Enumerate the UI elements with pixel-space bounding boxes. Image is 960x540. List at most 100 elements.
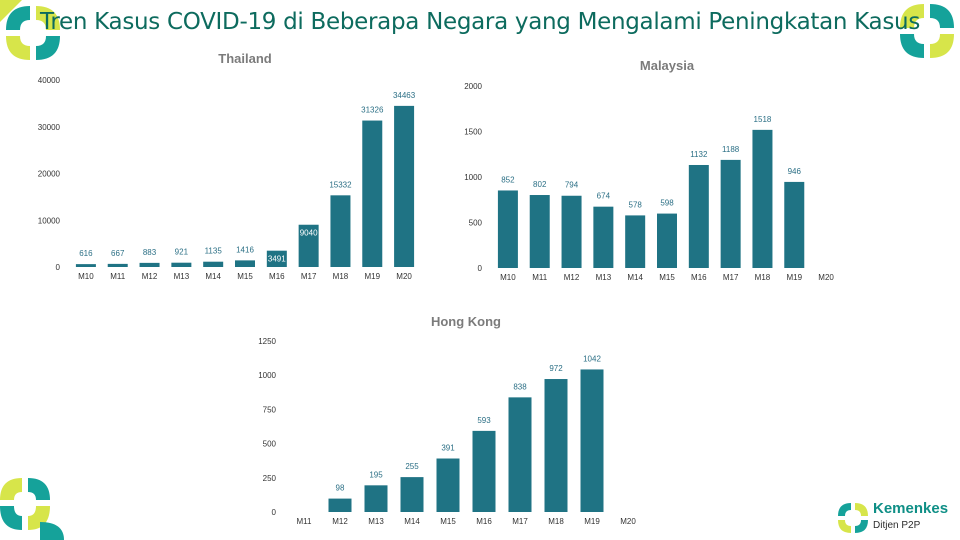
x-tick-label: M13: [174, 272, 190, 281]
data-label: 1518: [754, 115, 772, 124]
data-label: 3491: [268, 255, 286, 264]
data-label: 1132: [690, 150, 708, 159]
data-label: 593: [477, 416, 491, 425]
corner-logo-decoration-top-left: [0, 0, 60, 60]
logo-name: Kemenkes: [873, 500, 949, 517]
data-label: 972: [549, 364, 563, 373]
bar: [508, 397, 532, 512]
x-tick-label: M13: [368, 517, 384, 526]
data-label: 616: [79, 249, 93, 258]
bar: [544, 379, 568, 512]
x-tick-label: M19: [584, 517, 600, 526]
data-label: 802: [533, 180, 547, 189]
x-tick-label: M17: [301, 272, 317, 281]
y-tick-label: 10000: [38, 216, 61, 225]
data-label: 195: [369, 470, 383, 479]
kemenkes-logo: Kemenkes Ditjen P2P: [836, 498, 954, 538]
bar: [657, 213, 677, 268]
x-tick-label: M15: [659, 273, 675, 282]
x-tick-label: M20: [620, 517, 636, 526]
data-label: 667: [111, 249, 125, 258]
bar: [688, 164, 709, 268]
bar: [497, 190, 518, 268]
data-label: 921: [175, 248, 189, 257]
bar: [580, 369, 604, 512]
x-tick-label: M11: [110, 272, 126, 281]
y-tick-label: 1000: [258, 371, 276, 380]
data-label: 578: [629, 200, 643, 209]
y-tick-label: 1500: [464, 128, 482, 137]
data-label: 794: [565, 181, 579, 190]
y-tick-label: 500: [469, 219, 483, 228]
bar: [593, 206, 614, 268]
bar: [235, 260, 255, 267]
x-tick-label: M18: [548, 517, 564, 526]
x-tick-label: M19: [364, 272, 380, 281]
data-label: 98: [336, 484, 345, 493]
data-label: 946: [788, 167, 802, 176]
x-tick-label: M19: [786, 273, 802, 282]
bar: [328, 498, 352, 512]
bar: [203, 261, 224, 267]
x-tick-label: M12: [564, 273, 580, 282]
data-label: 674: [597, 192, 611, 201]
logo-subtitle: Ditjen P2P: [873, 520, 921, 531]
x-tick-label: M10: [500, 273, 516, 282]
y-tick-label: 0: [56, 263, 61, 272]
x-tick-label: M11: [532, 273, 548, 282]
data-label: 34463: [393, 91, 416, 100]
y-tick-label: 0: [478, 264, 483, 273]
data-label: 852: [501, 175, 515, 184]
x-tick-label: M17: [512, 517, 528, 526]
y-tick-label: 1000: [464, 173, 482, 182]
corner-logo-decoration-bottom-left: [0, 478, 64, 540]
data-label: 1188: [722, 145, 740, 154]
x-tick-label: M16: [476, 517, 492, 526]
bar: [75, 264, 96, 267]
bar: [436, 458, 460, 512]
y-tick-label: 500: [263, 440, 277, 449]
x-tick-label: M15: [237, 272, 253, 281]
bar: [330, 195, 351, 267]
data-label: 598: [660, 199, 674, 208]
bar: [561, 195, 582, 268]
bar: [400, 477, 424, 512]
corner-logo-decoration-top-right: [900, 4, 954, 58]
bar: [298, 224, 319, 267]
y-tick-label: 20000: [38, 170, 61, 179]
bar: [472, 430, 496, 512]
bar: [171, 262, 192, 267]
bar: [625, 215, 646, 268]
bar: [784, 181, 805, 268]
data-label: 1042: [583, 354, 601, 363]
chart-malaysia: Malaysia 0 500 1000 1500 2000 M10 M11 M12 M13 M14 M…: [462, 56, 847, 288]
x-tick-label: M12: [142, 272, 158, 281]
x-tick-label: M12: [332, 517, 348, 526]
chart-title: Malaysia: [640, 58, 695, 73]
data-label: 15332: [329, 180, 352, 189]
data-label: 9040: [300, 229, 318, 238]
data-label: 838: [513, 382, 527, 391]
x-tick-label: M20: [818, 273, 834, 282]
kemenkes-logo-icon: [838, 503, 868, 533]
y-tick-label: 40000: [38, 76, 61, 85]
x-tick-label: M20: [396, 272, 412, 281]
x-tick-label: M16: [691, 273, 707, 282]
bar: [266, 250, 287, 267]
y-tick-label: 1250: [258, 337, 276, 346]
x-tick-label: M18: [333, 272, 349, 281]
y-tick-label: 750: [263, 405, 277, 414]
y-tick-label: 0: [272, 508, 277, 517]
bar: [394, 105, 415, 268]
data-label: 1135: [205, 247, 223, 256]
x-tick-label: M11: [297, 517, 313, 526]
bar: [362, 120, 383, 267]
x-tick-label: M17: [723, 273, 739, 282]
chart-title: Hong Kong: [431, 314, 501, 329]
bar: [529, 195, 550, 268]
x-tick-label: M16: [269, 272, 285, 281]
chart-thailand: Thailand 0 10000 20000 30000 40000 M10 M11 M12 M1…: [30, 48, 430, 288]
y-tick-label: 2000: [464, 82, 482, 91]
x-tick-label: M18: [755, 273, 771, 282]
data-label: 1416: [236, 245, 254, 254]
